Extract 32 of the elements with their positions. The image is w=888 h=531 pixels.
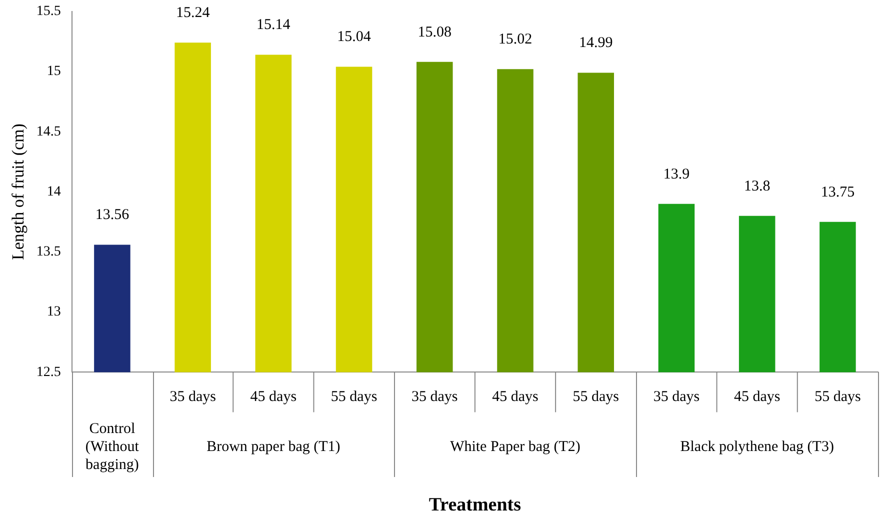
y-tick-label: 12.5 — [36, 364, 61, 380]
y-tick-label: 15 — [46, 64, 61, 80]
text: Brown paper bag (T1) — [206, 439, 340, 456]
data-label: 13.9 — [663, 166, 690, 182]
x-axis-title: Treatments — [428, 494, 522, 516]
x-tick-label: 55 days — [572, 389, 620, 406]
data-label: 13.8 — [744, 178, 770, 194]
data-label: 15.02 — [498, 32, 532, 48]
x-tick-label: 35 days — [170, 389, 216, 406]
x-tick-label: 45 days — [250, 389, 297, 406]
y-tick-label: 14.5 — [36, 124, 61, 140]
data-label: 15.14 — [256, 17, 291, 34]
y-tick-label: 14 — [46, 184, 61, 200]
x-tick-label: 55 days — [330, 389, 378, 406]
y-tick-label: 13 — [46, 304, 61, 320]
x-tick-label: 45 days — [492, 389, 539, 406]
data-label: 13.75 — [820, 184, 855, 200]
text: Control (Without bagging) — [85, 421, 140, 474]
x-tick-label: 35 days — [653, 389, 700, 406]
y-tick-label: 15.5 — [36, 4, 61, 20]
data-label: 13.56 — [95, 207, 130, 224]
data-label: 15.24 — [176, 5, 210, 22]
data-label: 15.08 — [418, 24, 452, 40]
text: White Paper bag (T2) — [450, 439, 580, 456]
y-axis-title: Length of fruit (cm) — [8, 124, 28, 260]
x-tick-label: 35 days — [412, 389, 458, 406]
x-tick-label: 55 days — [814, 389, 861, 406]
text: Black polythene bag (T3) — [680, 439, 834, 456]
data-label: 14.99 — [578, 35, 613, 52]
y-tick-label: 13.5 — [36, 244, 61, 260]
x-tick-label: 45 days — [734, 389, 780, 406]
data-label: 15.04 — [337, 29, 372, 46]
